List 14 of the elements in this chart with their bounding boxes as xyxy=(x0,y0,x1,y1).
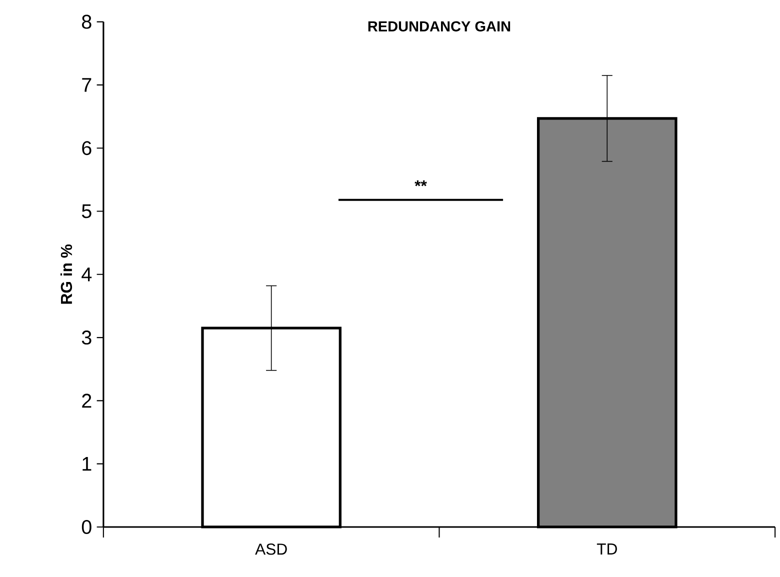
y-axis-title: RG in % xyxy=(60,244,72,304)
y-tick-label: 6 xyxy=(82,141,92,156)
x-tick-label: ASD xyxy=(255,544,287,555)
y-tick-label: 2 xyxy=(82,394,92,408)
chart-title: REDUNDANCY GAIN xyxy=(368,21,510,32)
y-tick-label: 8 xyxy=(82,15,92,30)
y-tick-label: 5 xyxy=(82,204,92,218)
y-tick-label: 1 xyxy=(82,457,92,471)
y-tick-label: 3 xyxy=(82,330,92,345)
y-tick-label: 0 xyxy=(82,520,92,534)
y-tick-label: 7 xyxy=(82,78,92,92)
x-tick-label: TD xyxy=(596,544,617,555)
annotation: ** xyxy=(414,180,427,186)
y-tick-label: 4 xyxy=(82,268,92,282)
